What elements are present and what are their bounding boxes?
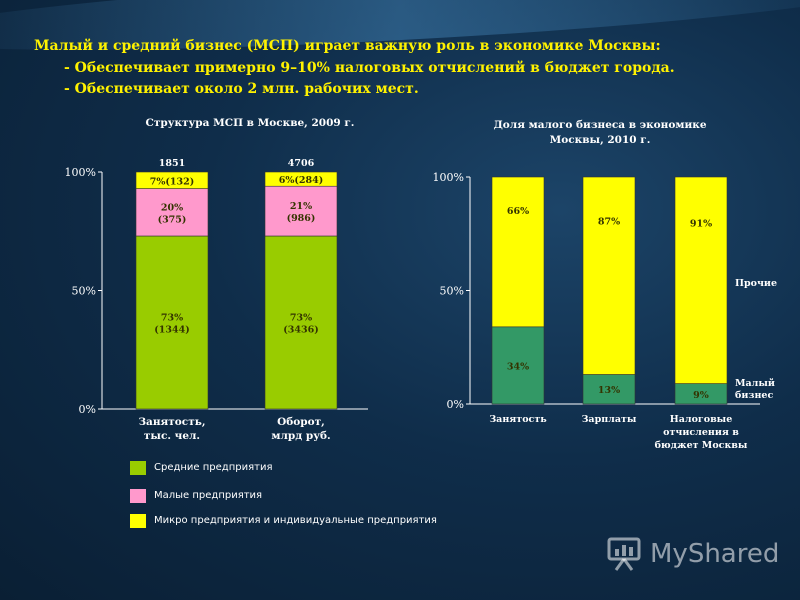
chart2-legend-other: Прочие: [735, 278, 777, 289]
chart2-category-label-2-2: бюджет Москвы: [655, 440, 748, 451]
chart1-data-label-1-1-0: 21%: [290, 201, 312, 212]
chart1-total-label-1: 4706: [288, 158, 315, 169]
chart1-bar-1-series-1: [264, 185, 338, 237]
chart1-data-label-0-0-1: (1344): [154, 324, 189, 335]
chart2-y-tick-label-2: 100%: [433, 171, 464, 184]
chart2-title-line-1: Доля малого бизнеса в экономике: [493, 119, 707, 131]
chart2-legend-smallbiz-1: бизнес: [735, 390, 773, 401]
chart1-bar-1-series-0: [264, 235, 338, 410]
chart1-data-label-0-0-0: 73%: [161, 312, 183, 323]
watermark-text: MyShared: [650, 539, 780, 569]
myshared-watermark[interactable]: MyShared: [606, 535, 786, 575]
chart2-bar-0-series-1: [491, 176, 545, 328]
chart2-y-tick-label-0: 0%: [447, 398, 464, 411]
chart1-bar-1-series-2: [264, 171, 338, 187]
chart2-bar-1-series-1: [582, 176, 636, 375]
chart2-category-label-2-0: Налоговые: [670, 414, 733, 425]
chart1-title: Структура МСП в Москве, 2009 г.: [145, 117, 355, 129]
chart1-data-label-1-1-1: (986): [287, 213, 316, 224]
heading-line-1: Малый и средний бизнес (МСП) играет важн…: [34, 38, 661, 54]
legend-label-micro: Микро предприятия и индивидуальные предп…: [154, 515, 437, 526]
legend-label-small: Малые предприятия: [154, 490, 263, 501]
chart2-data-label-0-1-0: 66%: [507, 206, 529, 217]
heading-line-3: - Обеспечивает около 2 млн. рабочих мест…: [64, 81, 419, 97]
chart2-bar-0-series-0: [491, 326, 545, 405]
chart2-data-label-2-1-0: 91%: [690, 218, 712, 229]
chart1-total-label-0: 1851: [159, 158, 185, 169]
chart1-category-label-1-1: млрд руб.: [271, 430, 330, 442]
chart1-data-label-0-2-0: 7%(132): [150, 176, 194, 187]
chart1-data-label-1-2-0: 6%(284): [279, 175, 323, 186]
chart1-category-label-0-1: тыс. чел.: [144, 430, 200, 442]
chart1-data-label-1-0-1: (3436): [283, 324, 318, 335]
legend-swatch-micro: [130, 514, 146, 528]
chart1-data-label-0-1-0: 20%: [161, 202, 183, 213]
chart2-category-label-2-1: отчисления в: [663, 427, 739, 438]
presentation-board-icon: [607, 537, 641, 571]
chart2-title: Доля малого бизнеса в экономике Москвы, …: [460, 118, 740, 148]
chart1-category-label-1-0: Оборот,: [277, 416, 325, 428]
chart2-title-line-2: Москвы, 2010 г.: [549, 134, 651, 146]
chart2-category-label-0-0: Занятость: [489, 414, 547, 425]
chart2-category-label-1-0: Зарплаты: [582, 414, 637, 425]
chart2-y-tick-label-1: 50%: [440, 285, 464, 298]
chart1-bar-0-series-2: [135, 171, 209, 189]
legend-swatch-small: [130, 489, 146, 503]
chart1-data-label-0-1-1: (375): [158, 214, 187, 225]
chart2-legend-smallbiz-0: Малый: [735, 378, 775, 389]
chart1-category-label-0-0: Занятость,: [138, 416, 205, 428]
chart2-data-label-1-1-0: 87%: [598, 216, 620, 227]
chart1-bar-0-series-0: [135, 235, 209, 410]
legend-label-medium: Средние предприятия: [154, 462, 273, 473]
chart1-y-tick-label-2: 100%: [65, 166, 96, 179]
heading-line-2: - Обеспечивает примерно 9–10% налоговых …: [64, 60, 675, 76]
legend-swatch-medium: [130, 461, 146, 475]
chart2-data-label-2-0-0: 9%: [693, 390, 709, 401]
chart1-data-label-1-0-0: 73%: [290, 312, 312, 323]
chart1-y-tick-label-1: 50%: [72, 285, 96, 298]
chart1-y-tick-label-0: 0%: [79, 403, 96, 416]
chart2-data-label-1-0-0: 13%: [598, 385, 620, 396]
chart2-bar-1-series-0: [582, 374, 636, 405]
chart2-bar-2-series-1: [674, 176, 728, 384]
chart2-data-label-0-0-0: 34%: [507, 361, 529, 372]
